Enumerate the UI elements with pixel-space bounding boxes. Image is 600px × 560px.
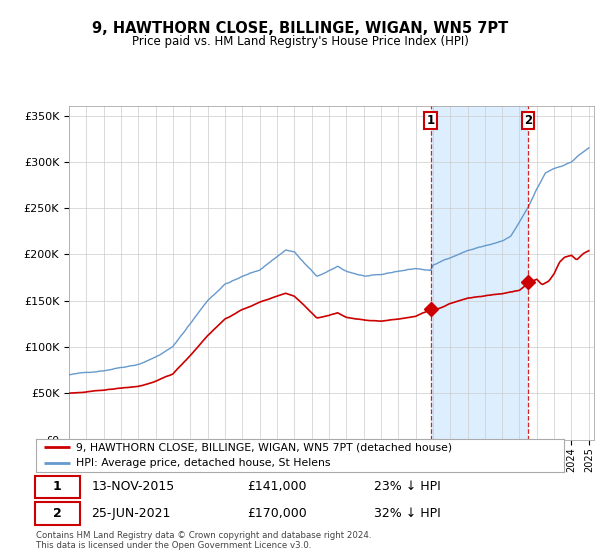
Text: Contains HM Land Registry data © Crown copyright and database right 2024.
This d: Contains HM Land Registry data © Crown c… xyxy=(36,531,371,550)
Text: Price paid vs. HM Land Registry's House Price Index (HPI): Price paid vs. HM Land Registry's House … xyxy=(131,35,469,48)
Bar xyxy=(431,106,528,440)
Text: HPI: Average price, detached house, St Helens: HPI: Average price, detached house, St H… xyxy=(76,459,330,468)
Text: £170,000: £170,000 xyxy=(247,507,307,520)
Text: 32% ↓ HPI: 32% ↓ HPI xyxy=(374,507,440,520)
Text: 1: 1 xyxy=(53,480,61,493)
Text: 25-JUN-2021: 25-JUN-2021 xyxy=(91,507,171,520)
Text: 2: 2 xyxy=(53,507,61,520)
Text: 23% ↓ HPI: 23% ↓ HPI xyxy=(374,480,440,493)
Text: 1: 1 xyxy=(427,114,434,127)
Text: 13-NOV-2015: 13-NOV-2015 xyxy=(91,480,175,493)
Text: 2: 2 xyxy=(524,114,532,127)
Text: £141,000: £141,000 xyxy=(247,480,307,493)
Text: 9, HAWTHORN CLOSE, BILLINGE, WIGAN, WN5 7PT: 9, HAWTHORN CLOSE, BILLINGE, WIGAN, WN5 … xyxy=(92,21,508,36)
FancyBboxPatch shape xyxy=(35,502,80,525)
Text: 9, HAWTHORN CLOSE, BILLINGE, WIGAN, WN5 7PT (detached house): 9, HAWTHORN CLOSE, BILLINGE, WIGAN, WN5 … xyxy=(76,442,452,452)
FancyBboxPatch shape xyxy=(35,475,80,498)
